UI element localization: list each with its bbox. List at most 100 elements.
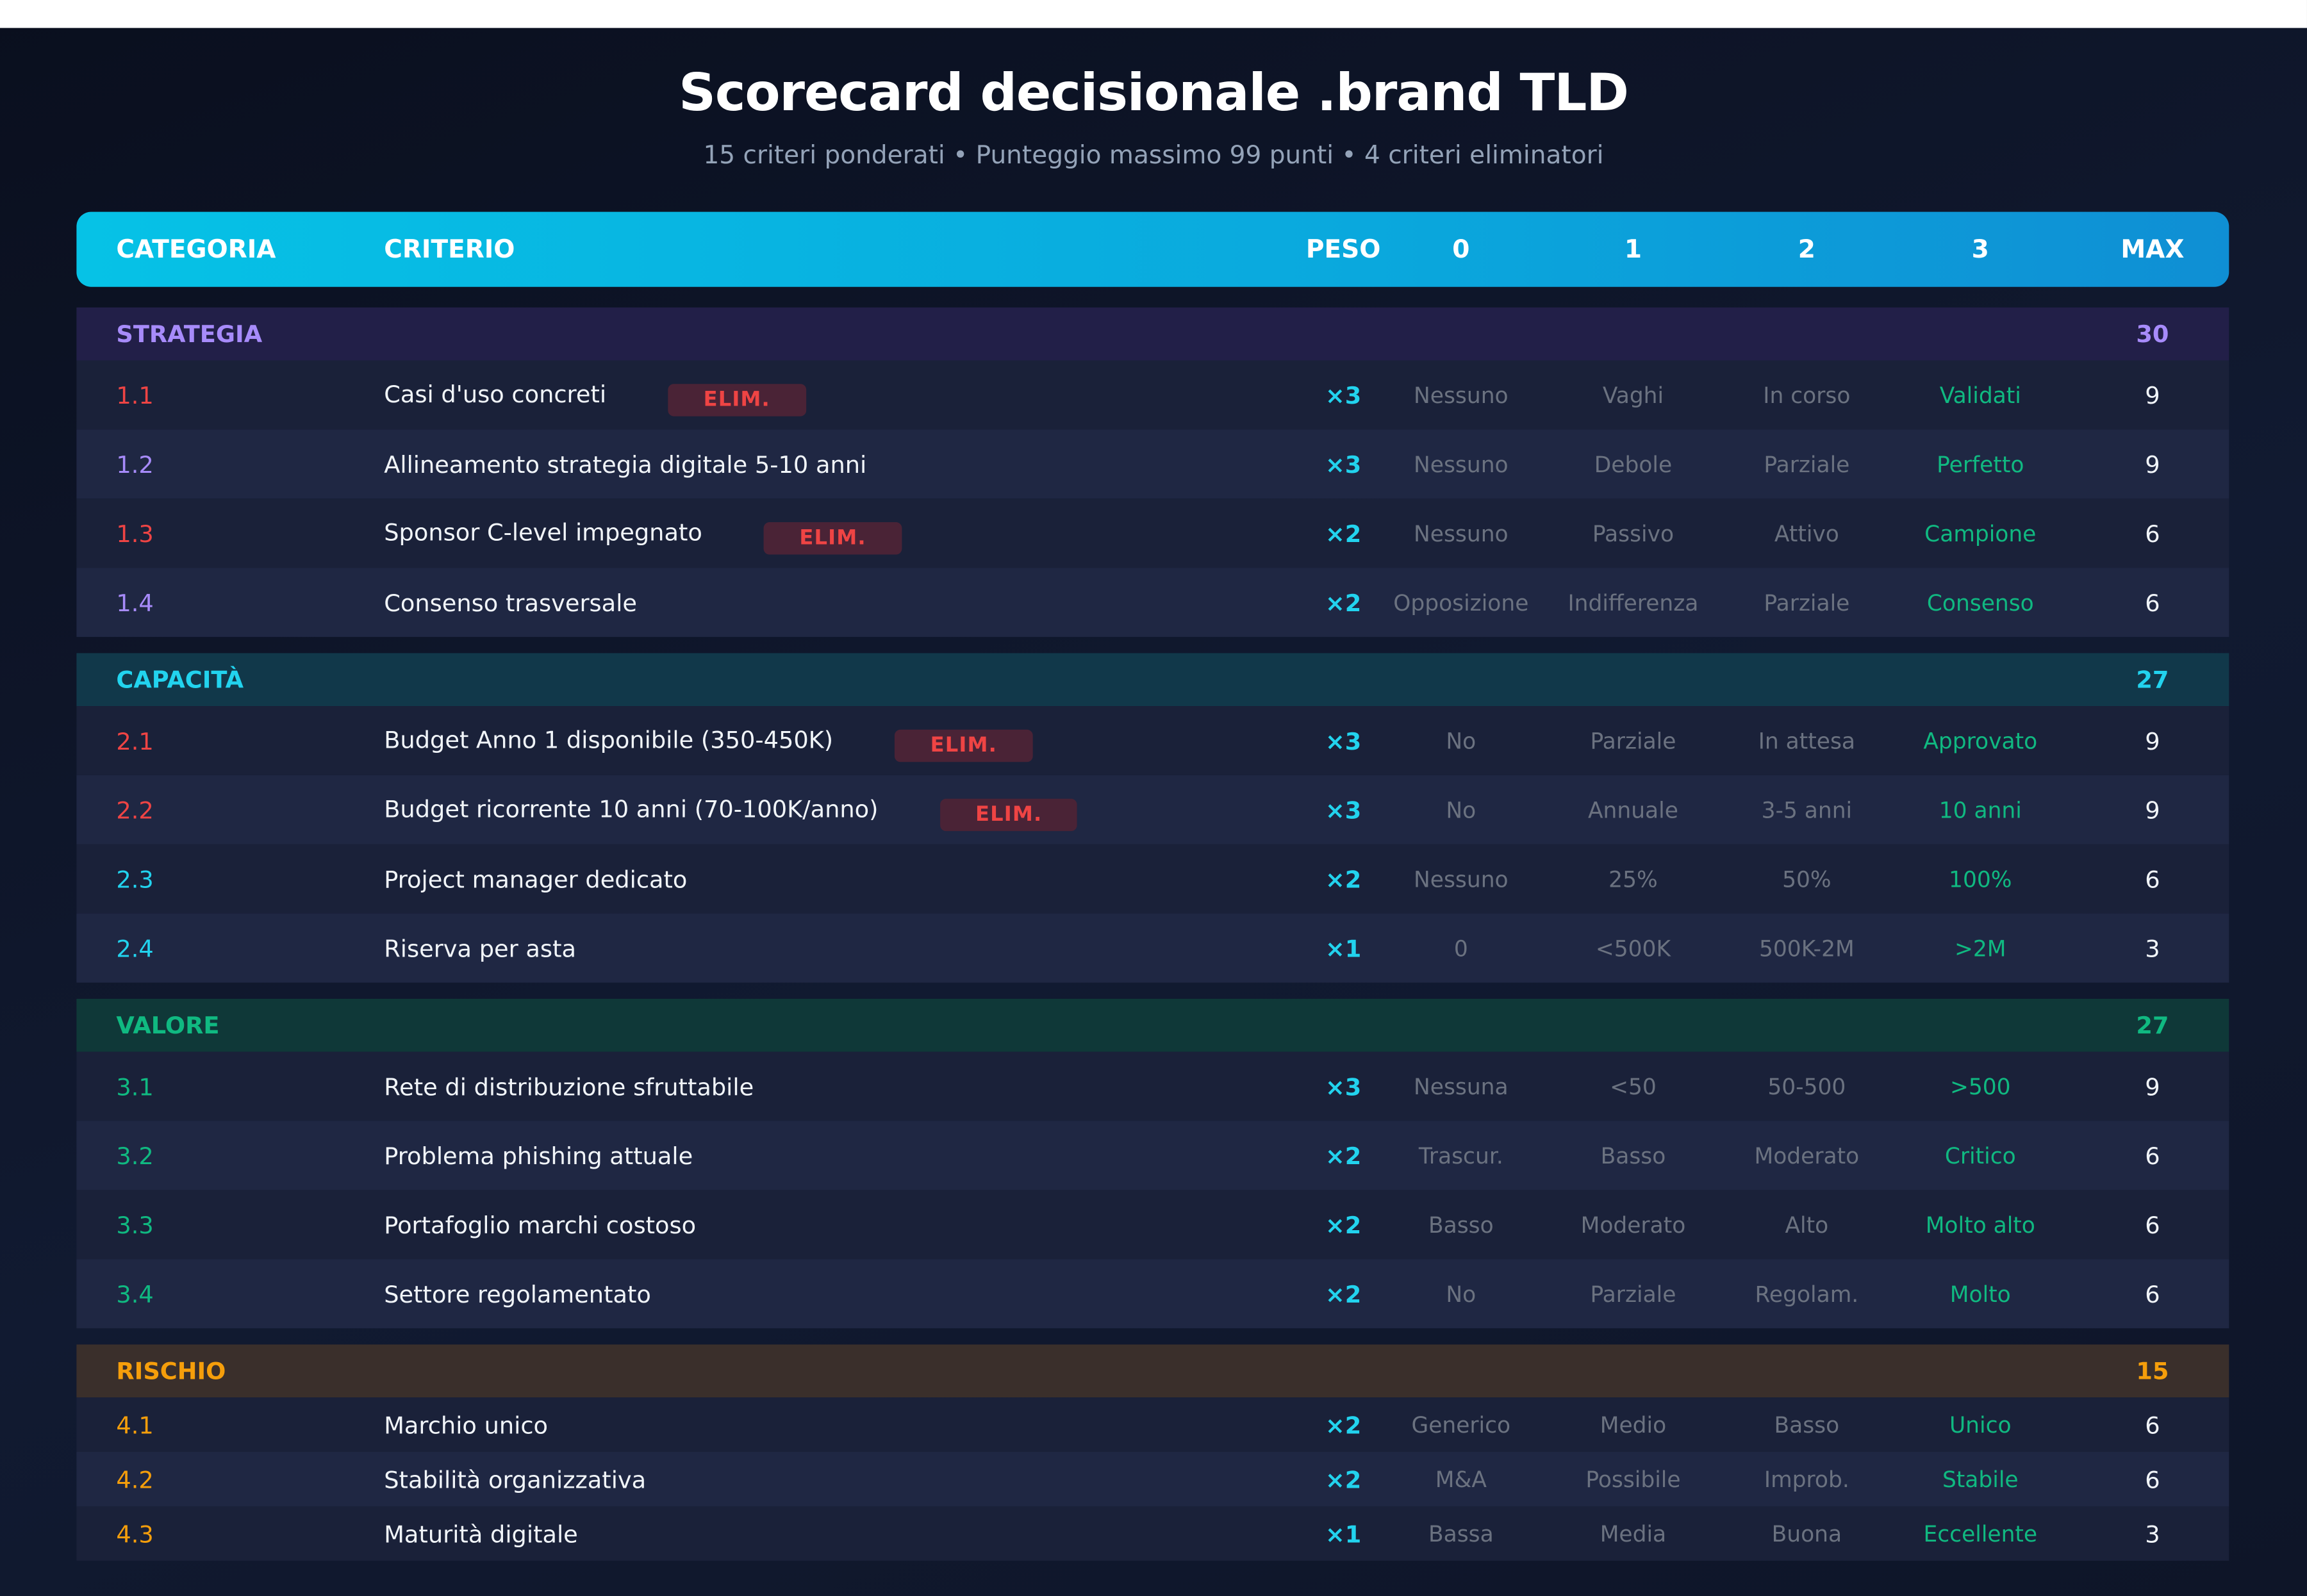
criterion-id: 4.2: [116, 1465, 154, 1493]
level: 10 anni: [1939, 796, 2022, 823]
criterion-cell: Consenso trasversale: [384, 588, 637, 616]
section: STRATEGIA 30 1.1 Casi d'uso concreti ELIM. ×3…: [76, 307, 2229, 638]
criterion-cell: Maturità digitale: [384, 1520, 578, 1548]
criterion: Maturità digitale: [384, 1519, 578, 1548]
level: Annuale: [1587, 796, 1678, 823]
row: 3.2 Problema phishing attuale ×2 Trascur. Ba…: [76, 1121, 2229, 1190]
column-header: CATEGORIA: [116, 234, 276, 265]
level: Possibile: [1585, 1465, 1681, 1493]
row: 3.3 Portafoglio marchi costoso ×2 Basso Mode…: [76, 1190, 2229, 1260]
row: 4.1 Marchio unico ×2 Generico Medio Basso Unic…: [76, 1397, 2229, 1452]
row: 2.2 Budget ricorrente 10 anni (70-100K/an…: [76, 775, 2229, 844]
level: In corso: [1763, 381, 1851, 409]
level: Generico: [1411, 1411, 1511, 1438]
criterion: Sponsor C-level impegnato: [384, 518, 702, 546]
criterion-id: 1.3: [116, 519, 154, 548]
criterion-id: 2.3: [116, 864, 154, 893]
row: 1.1 Casi d'uso concreti ELIM. ×3 Nessuno Vagh…: [76, 360, 2229, 430]
level: >500: [1949, 1073, 2011, 1100]
criterion-id: 1.2: [116, 450, 154, 479]
criterion-cell: Marchio unico: [384, 1411, 548, 1439]
criterion: Allineamento strategia digitale 5-10 ann…: [384, 450, 867, 479]
weight: ×3: [1325, 450, 1362, 479]
level: Indifferenza: [1567, 589, 1699, 616]
criterion: Stabilità organizzativa: [384, 1465, 647, 1493]
criterion-id: 3.2: [116, 1141, 154, 1170]
column-header: 2: [1798, 234, 1815, 265]
level: Approvato: [1923, 727, 2038, 754]
level: Regolam.: [1755, 1280, 1859, 1307]
level: 50-500: [1767, 1073, 1846, 1100]
level: <50: [1610, 1073, 1657, 1100]
row-max: 6: [2145, 1279, 2160, 1308]
table-body: STRATEGIA 30 1.1 Casi d'uso concreti ELIM. ×3…: [76, 307, 2229, 1577]
row-max: 6: [2145, 1141, 2160, 1170]
criterion-cell: Riserva per asta: [384, 934, 576, 962]
criterion: Project manager dedicato: [384, 864, 688, 893]
level: Basso: [1600, 1142, 1666, 1169]
level: 0: [1453, 935, 1468, 962]
level: Media: [1600, 1520, 1667, 1547]
row: 4.3 Maturità digitale ×1 Bassa Media Buona Ecc…: [76, 1506, 2229, 1561]
criterion-id: 2.2: [116, 796, 154, 824]
elim-badge: ELIM.: [939, 798, 1078, 831]
level: 100%: [1949, 866, 2012, 893]
level: 50%: [1782, 866, 1832, 893]
criterion-cell: Budget Anno 1 disponibile (350-450K) ELIM…: [384, 725, 1033, 762]
top-strip: [0, 0, 2307, 28]
level: Nessuno: [1414, 520, 1509, 547]
row-max: 9: [2145, 381, 2160, 409]
criterion-cell: Budget ricorrente 10 anni (70-100K/anno)…: [384, 794, 1078, 831]
level: Trascur.: [1418, 1142, 1503, 1169]
level: 3-5 anni: [1761, 796, 1853, 823]
criterion-id: 2.1: [116, 727, 154, 755]
level: Unico: [1949, 1411, 2012, 1438]
weight: ×2: [1325, 519, 1362, 548]
level: 25%: [1608, 866, 1658, 893]
level: >2M: [1955, 935, 2006, 962]
section-name: RISCHIO: [116, 1356, 226, 1385]
criterion-cell: Casi d'uso concreti ELIM.: [384, 379, 806, 416]
level: 500K-2M: [1758, 935, 1855, 962]
elim-badge: ELIM.: [764, 521, 902, 554]
section-rows: 3.1 Rete di distribuzione sfruttabile ×3 Ne…: [76, 1051, 2229, 1329]
level: Parziale: [1590, 1280, 1676, 1307]
level: Opposizione: [1393, 589, 1529, 616]
criterion: Budget ricorrente 10 anni (70-100K/anno): [384, 794, 879, 823]
level: Basso: [1428, 1211, 1494, 1238]
weight: ×1: [1325, 934, 1362, 962]
section-rows: 2.1 Budget Anno 1 disponibile (350-450K) E…: [76, 706, 2229, 983]
weight: ×3: [1325, 727, 1362, 755]
weight: ×3: [1325, 796, 1362, 824]
criterion-cell: Problema phishing attuale: [384, 1142, 693, 1170]
row: 2.4 Riserva per asta ×1 0 <500K 500K-2M >2M 3: [76, 913, 2229, 983]
column-header: MAX: [2121, 234, 2185, 265]
level: Improb.: [1764, 1465, 1849, 1493]
row-max: 9: [2145, 727, 2160, 755]
criterion-cell: Stabilità organizzativa: [384, 1465, 646, 1493]
criterion-cell: Project manager dedicato: [384, 865, 687, 893]
weight: ×3: [1325, 1072, 1362, 1101]
level: Nessuno: [1414, 866, 1509, 893]
row-max: 6: [2145, 864, 2160, 893]
weight: ×2: [1325, 1465, 1362, 1493]
weight: ×2: [1325, 1210, 1362, 1239]
section-header: RISCHIO 15: [76, 1344, 2229, 1398]
row-max: 3: [2145, 1519, 2160, 1548]
row: 2.3 Project manager dedicato ×2 Nessuno 25% 5…: [76, 844, 2229, 914]
criterion: Marchio unico: [384, 1410, 549, 1439]
section: VALORE 27 3.1 Rete di distribuzione sfrutta…: [76, 998, 2229, 1329]
row: 1.4 Consenso trasversale ×2 Opposizione Indi…: [76, 568, 2229, 638]
table-header: CATEGORIA CRITERIO PESO 0 1 2 3 MAX: [76, 211, 2229, 287]
level: Nessuno: [1414, 381, 1509, 409]
level: Critico: [1944, 1142, 2016, 1169]
level: Alto: [1785, 1211, 1829, 1238]
level: Parziale: [1764, 589, 1850, 616]
criterion: Rete di distribuzione sfruttabile: [384, 1072, 754, 1101]
criterion-id: 3.3: [116, 1210, 154, 1239]
row-max: 9: [2145, 796, 2160, 824]
level: Nessuno: [1414, 450, 1509, 478]
level: Consenso: [1926, 589, 2034, 616]
level: In attesa: [1758, 727, 1856, 754]
criterion-cell: Sponsor C-level impegnato ELIM.: [384, 517, 902, 554]
